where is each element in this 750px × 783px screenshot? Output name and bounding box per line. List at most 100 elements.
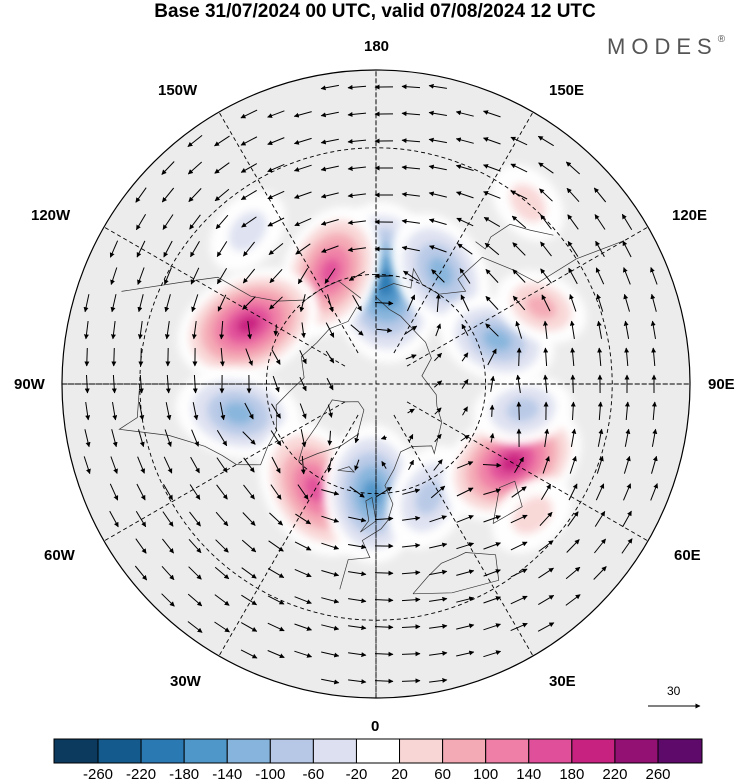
meridian-line: [78, 401, 346, 557]
wind-vector: [435, 293, 441, 313]
wind-vector: [402, 488, 421, 495]
wind-vector: [483, 569, 501, 577]
wind-vector: [374, 597, 394, 603]
wind-vector: [162, 214, 174, 230]
wind-vector: [515, 374, 521, 393]
wind-vector: [650, 483, 658, 501]
wind-vector: [542, 456, 550, 474]
wind-vector: [217, 294, 227, 312]
wind-vector: [273, 324, 279, 337]
wind-vector: [192, 374, 198, 394]
wind-vector: [271, 456, 281, 474]
wind-vector: [408, 433, 414, 442]
wind-vector: [651, 455, 658, 474]
wind-vector: [300, 429, 307, 448]
wind-vector: [272, 375, 280, 393]
wind-vector: [401, 651, 421, 657]
wind-vector: [593, 187, 607, 203]
wind-vector: [510, 190, 528, 200]
wind-vector: [85, 402, 91, 421]
wind-vector: [374, 300, 394, 306]
colorbar-swatch: [312, 738, 357, 764]
wind-vector: [593, 566, 607, 580]
wind-vector: [190, 267, 200, 285]
colorbar-tick-label: -260: [82, 766, 114, 783]
wind-vector: [348, 271, 366, 281]
wind-vector: [401, 191, 420, 197]
wind-vector: [597, 347, 603, 367]
wind-vector: [456, 191, 474, 199]
wind-vector: [214, 566, 230, 580]
wind-vector: [243, 457, 255, 473]
wind-vector: [623, 483, 632, 501]
wind-vector: [489, 433, 495, 443]
wind-vector: [327, 404, 333, 418]
meridian-line: [203, 414, 359, 682]
colorbar-swatch: [53, 738, 99, 764]
wind-vector: [538, 567, 554, 579]
wind-vector: [621, 538, 633, 554]
wind-vector: [242, 268, 256, 284]
wind-vector: [348, 679, 367, 685]
wind-vector: [570, 401, 576, 421]
wind-vector: [325, 350, 335, 364]
coastline: [118, 306, 358, 466]
wind-vector: [570, 374, 576, 394]
wind-vector: [402, 515, 421, 521]
wind-vector: [483, 110, 501, 118]
wind-vector: [456, 217, 474, 227]
wind-vector: [324, 268, 336, 284]
wind-vector: [214, 135, 230, 147]
wind-vector: [429, 623, 448, 629]
wind-vector: [565, 566, 581, 580]
wind-vector: [216, 430, 228, 447]
wind-vector: [245, 348, 253, 366]
wind-vector: [543, 374, 549, 394]
wind-vector: [214, 621, 230, 633]
wind-vector: [162, 511, 174, 527]
wind-vector: [294, 596, 312, 604]
wind-vector: [459, 268, 471, 284]
wind-vector: [515, 320, 523, 339]
wind-vector: [299, 294, 306, 313]
wind-vector: [428, 110, 447, 116]
colorbar-tick-label: 260: [645, 766, 671, 783]
wind-vector: [320, 219, 339, 226]
wind-vector: [269, 296, 283, 310]
wind-vector: [568, 483, 578, 501]
wind-vector: [215, 511, 229, 527]
wind-vector: [327, 430, 333, 446]
wind-vector: [321, 597, 340, 604]
wind-vector: [161, 593, 175, 607]
wind-vector: [348, 652, 367, 658]
wind-vector: [294, 541, 312, 551]
wind-vector: [401, 678, 421, 684]
wind-vector: [243, 484, 255, 500]
wind-vector: [189, 511, 201, 527]
wind-vector: [165, 402, 172, 421]
wind-vector: [294, 568, 312, 578]
colorbar-swatch: [140, 738, 185, 764]
wind-vector: [163, 240, 173, 258]
wind-vector: [241, 567, 257, 579]
wind-vector: [401, 597, 421, 603]
wind-vector: [271, 349, 281, 365]
wind-vector: [512, 295, 526, 311]
wind-vector: [428, 218, 447, 225]
wind-vector: [244, 402, 254, 420]
wind-vector: [348, 544, 367, 550]
wind-vector: [485, 323, 499, 337]
wind-vector: [135, 511, 147, 528]
wind-vector: [543, 320, 548, 339]
wind-vector: [138, 402, 145, 421]
wind-vector: [623, 293, 630, 312]
wind-vector: [403, 270, 419, 282]
wind-vector: [428, 137, 447, 144]
coastline: [339, 296, 443, 590]
coastline: [412, 552, 500, 595]
wind-vector: [483, 623, 501, 631]
wind-vector: [347, 220, 366, 226]
wind-vector: [650, 293, 657, 312]
wind-vector: [136, 483, 146, 501]
wind-vector: [349, 486, 365, 498]
